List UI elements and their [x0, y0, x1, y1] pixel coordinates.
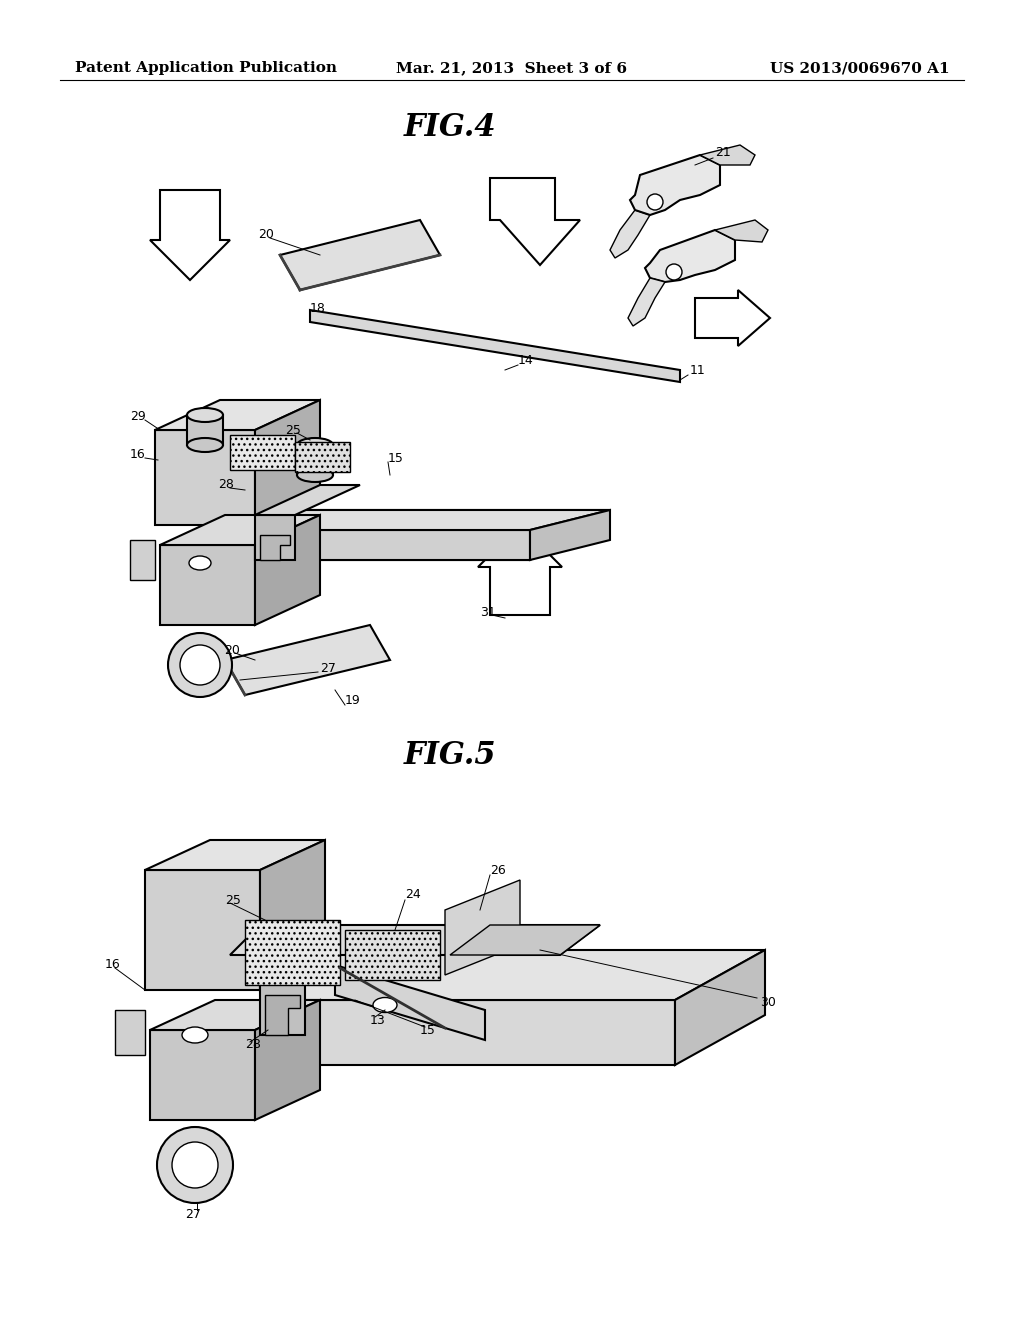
Polygon shape: [220, 510, 610, 560]
Text: 28: 28: [218, 479, 233, 491]
Polygon shape: [130, 540, 155, 579]
Polygon shape: [225, 624, 390, 696]
Polygon shape: [530, 510, 610, 560]
Text: 27: 27: [185, 1209, 201, 1221]
Text: 20: 20: [224, 644, 240, 656]
Polygon shape: [295, 442, 350, 473]
Polygon shape: [255, 484, 360, 515]
Text: 31: 31: [480, 606, 496, 619]
Polygon shape: [260, 970, 305, 1035]
Polygon shape: [150, 1030, 255, 1119]
Text: 20: 20: [258, 228, 273, 242]
Polygon shape: [645, 230, 735, 282]
Polygon shape: [150, 1001, 319, 1030]
Polygon shape: [260, 1001, 675, 1065]
Ellipse shape: [182, 1027, 208, 1043]
Polygon shape: [700, 145, 755, 165]
Ellipse shape: [373, 998, 397, 1012]
Circle shape: [157, 1127, 233, 1203]
Text: 11: 11: [690, 363, 706, 376]
Text: 13: 13: [370, 1014, 386, 1027]
Polygon shape: [260, 950, 765, 1001]
Text: 16: 16: [105, 958, 121, 972]
Circle shape: [172, 1142, 218, 1188]
Polygon shape: [450, 925, 600, 954]
Text: FIG.5: FIG.5: [403, 739, 497, 771]
Polygon shape: [160, 515, 319, 545]
Text: 18: 18: [310, 301, 326, 314]
Circle shape: [647, 194, 663, 210]
Polygon shape: [145, 870, 260, 990]
Polygon shape: [255, 515, 295, 560]
Polygon shape: [490, 178, 580, 265]
Text: 30: 30: [760, 995, 776, 1008]
Polygon shape: [160, 545, 255, 624]
Text: 16: 16: [130, 449, 145, 462]
Polygon shape: [628, 279, 665, 326]
Text: US 2013/0069670 A1: US 2013/0069670 A1: [770, 61, 950, 75]
Text: 21: 21: [715, 145, 731, 158]
Text: FIG.4: FIG.4: [403, 112, 497, 144]
Text: 25: 25: [225, 894, 241, 907]
Polygon shape: [155, 430, 255, 525]
Polygon shape: [260, 840, 325, 990]
Polygon shape: [155, 400, 319, 430]
Polygon shape: [255, 400, 319, 525]
Polygon shape: [675, 950, 765, 1065]
Polygon shape: [445, 880, 520, 975]
Polygon shape: [695, 290, 770, 346]
Polygon shape: [260, 535, 290, 560]
Polygon shape: [255, 515, 319, 624]
Polygon shape: [220, 531, 530, 560]
Circle shape: [168, 634, 232, 697]
Polygon shape: [115, 1010, 145, 1055]
Ellipse shape: [189, 556, 211, 570]
Ellipse shape: [297, 438, 333, 451]
Text: Patent Application Publication: Patent Application Publication: [75, 61, 337, 75]
Polygon shape: [220, 510, 610, 531]
Text: 28: 28: [245, 1039, 261, 1052]
Text: 25: 25: [285, 424, 301, 437]
Polygon shape: [630, 154, 720, 215]
Polygon shape: [230, 925, 600, 954]
Bar: [297, 445, 333, 475]
Text: 15: 15: [420, 1023, 436, 1036]
Polygon shape: [245, 920, 340, 985]
Polygon shape: [150, 190, 230, 280]
Polygon shape: [310, 310, 680, 381]
Text: 26: 26: [490, 863, 506, 876]
Polygon shape: [265, 995, 300, 1035]
Circle shape: [666, 264, 682, 280]
Text: 14: 14: [518, 354, 534, 367]
Text: 29: 29: [130, 409, 145, 422]
Polygon shape: [610, 210, 650, 257]
Text: 24: 24: [406, 888, 421, 902]
Text: 19: 19: [345, 693, 360, 706]
Polygon shape: [478, 525, 562, 615]
Polygon shape: [335, 965, 485, 1040]
Polygon shape: [260, 940, 370, 970]
Text: Mar. 21, 2013  Sheet 3 of 6: Mar. 21, 2013 Sheet 3 of 6: [396, 61, 628, 75]
Ellipse shape: [187, 438, 223, 451]
Ellipse shape: [297, 469, 333, 482]
Text: 27: 27: [319, 661, 336, 675]
Polygon shape: [145, 840, 325, 870]
Polygon shape: [280, 220, 440, 290]
Polygon shape: [255, 1001, 319, 1119]
Polygon shape: [715, 220, 768, 242]
Bar: [187, 414, 223, 445]
Polygon shape: [230, 436, 295, 470]
Text: 15: 15: [388, 451, 403, 465]
Circle shape: [180, 645, 220, 685]
Ellipse shape: [187, 408, 223, 422]
Polygon shape: [345, 931, 440, 979]
